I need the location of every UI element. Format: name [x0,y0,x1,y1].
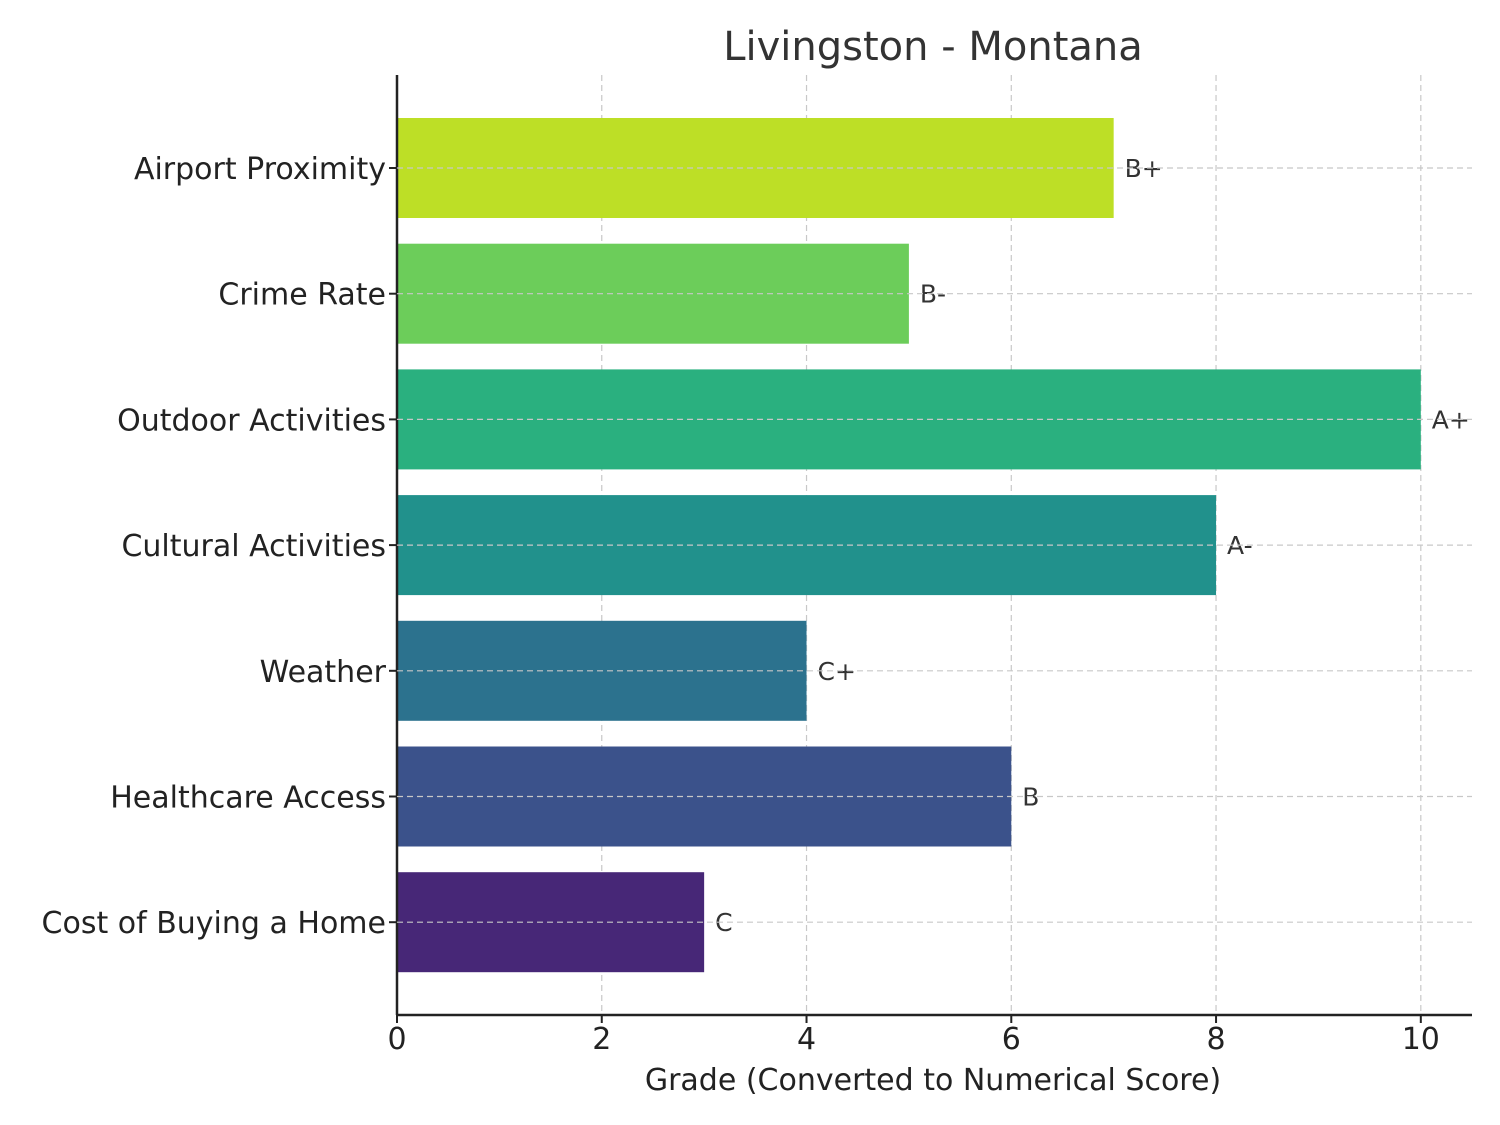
category-label: Healthcare Access [110,781,386,816]
category-label: Weather [260,655,387,690]
bar-grade-label: C [715,908,732,937]
category-label: Outdoor Activities [117,403,386,438]
x-axis-label: Grade (Converted to Numerical Score) [645,1063,1221,1098]
category-label: Cost of Buying a Home [42,906,386,941]
x-tick-label: 10 [1402,1022,1440,1057]
x-tick-label: 4 [797,1022,816,1057]
chart-title: Livingston - Montana [723,24,1143,70]
x-tick-label: 0 [387,1022,406,1057]
category-label: Cultural Activities [121,529,386,564]
category-label: Crime Rate [218,278,386,313]
bar [397,118,1114,218]
x-tick-label: 8 [1207,1022,1226,1057]
x-tick-label: 6 [1002,1022,1021,1057]
x-tick-label: 2 [592,1022,611,1057]
category-label: Airport Proximity [134,152,386,187]
